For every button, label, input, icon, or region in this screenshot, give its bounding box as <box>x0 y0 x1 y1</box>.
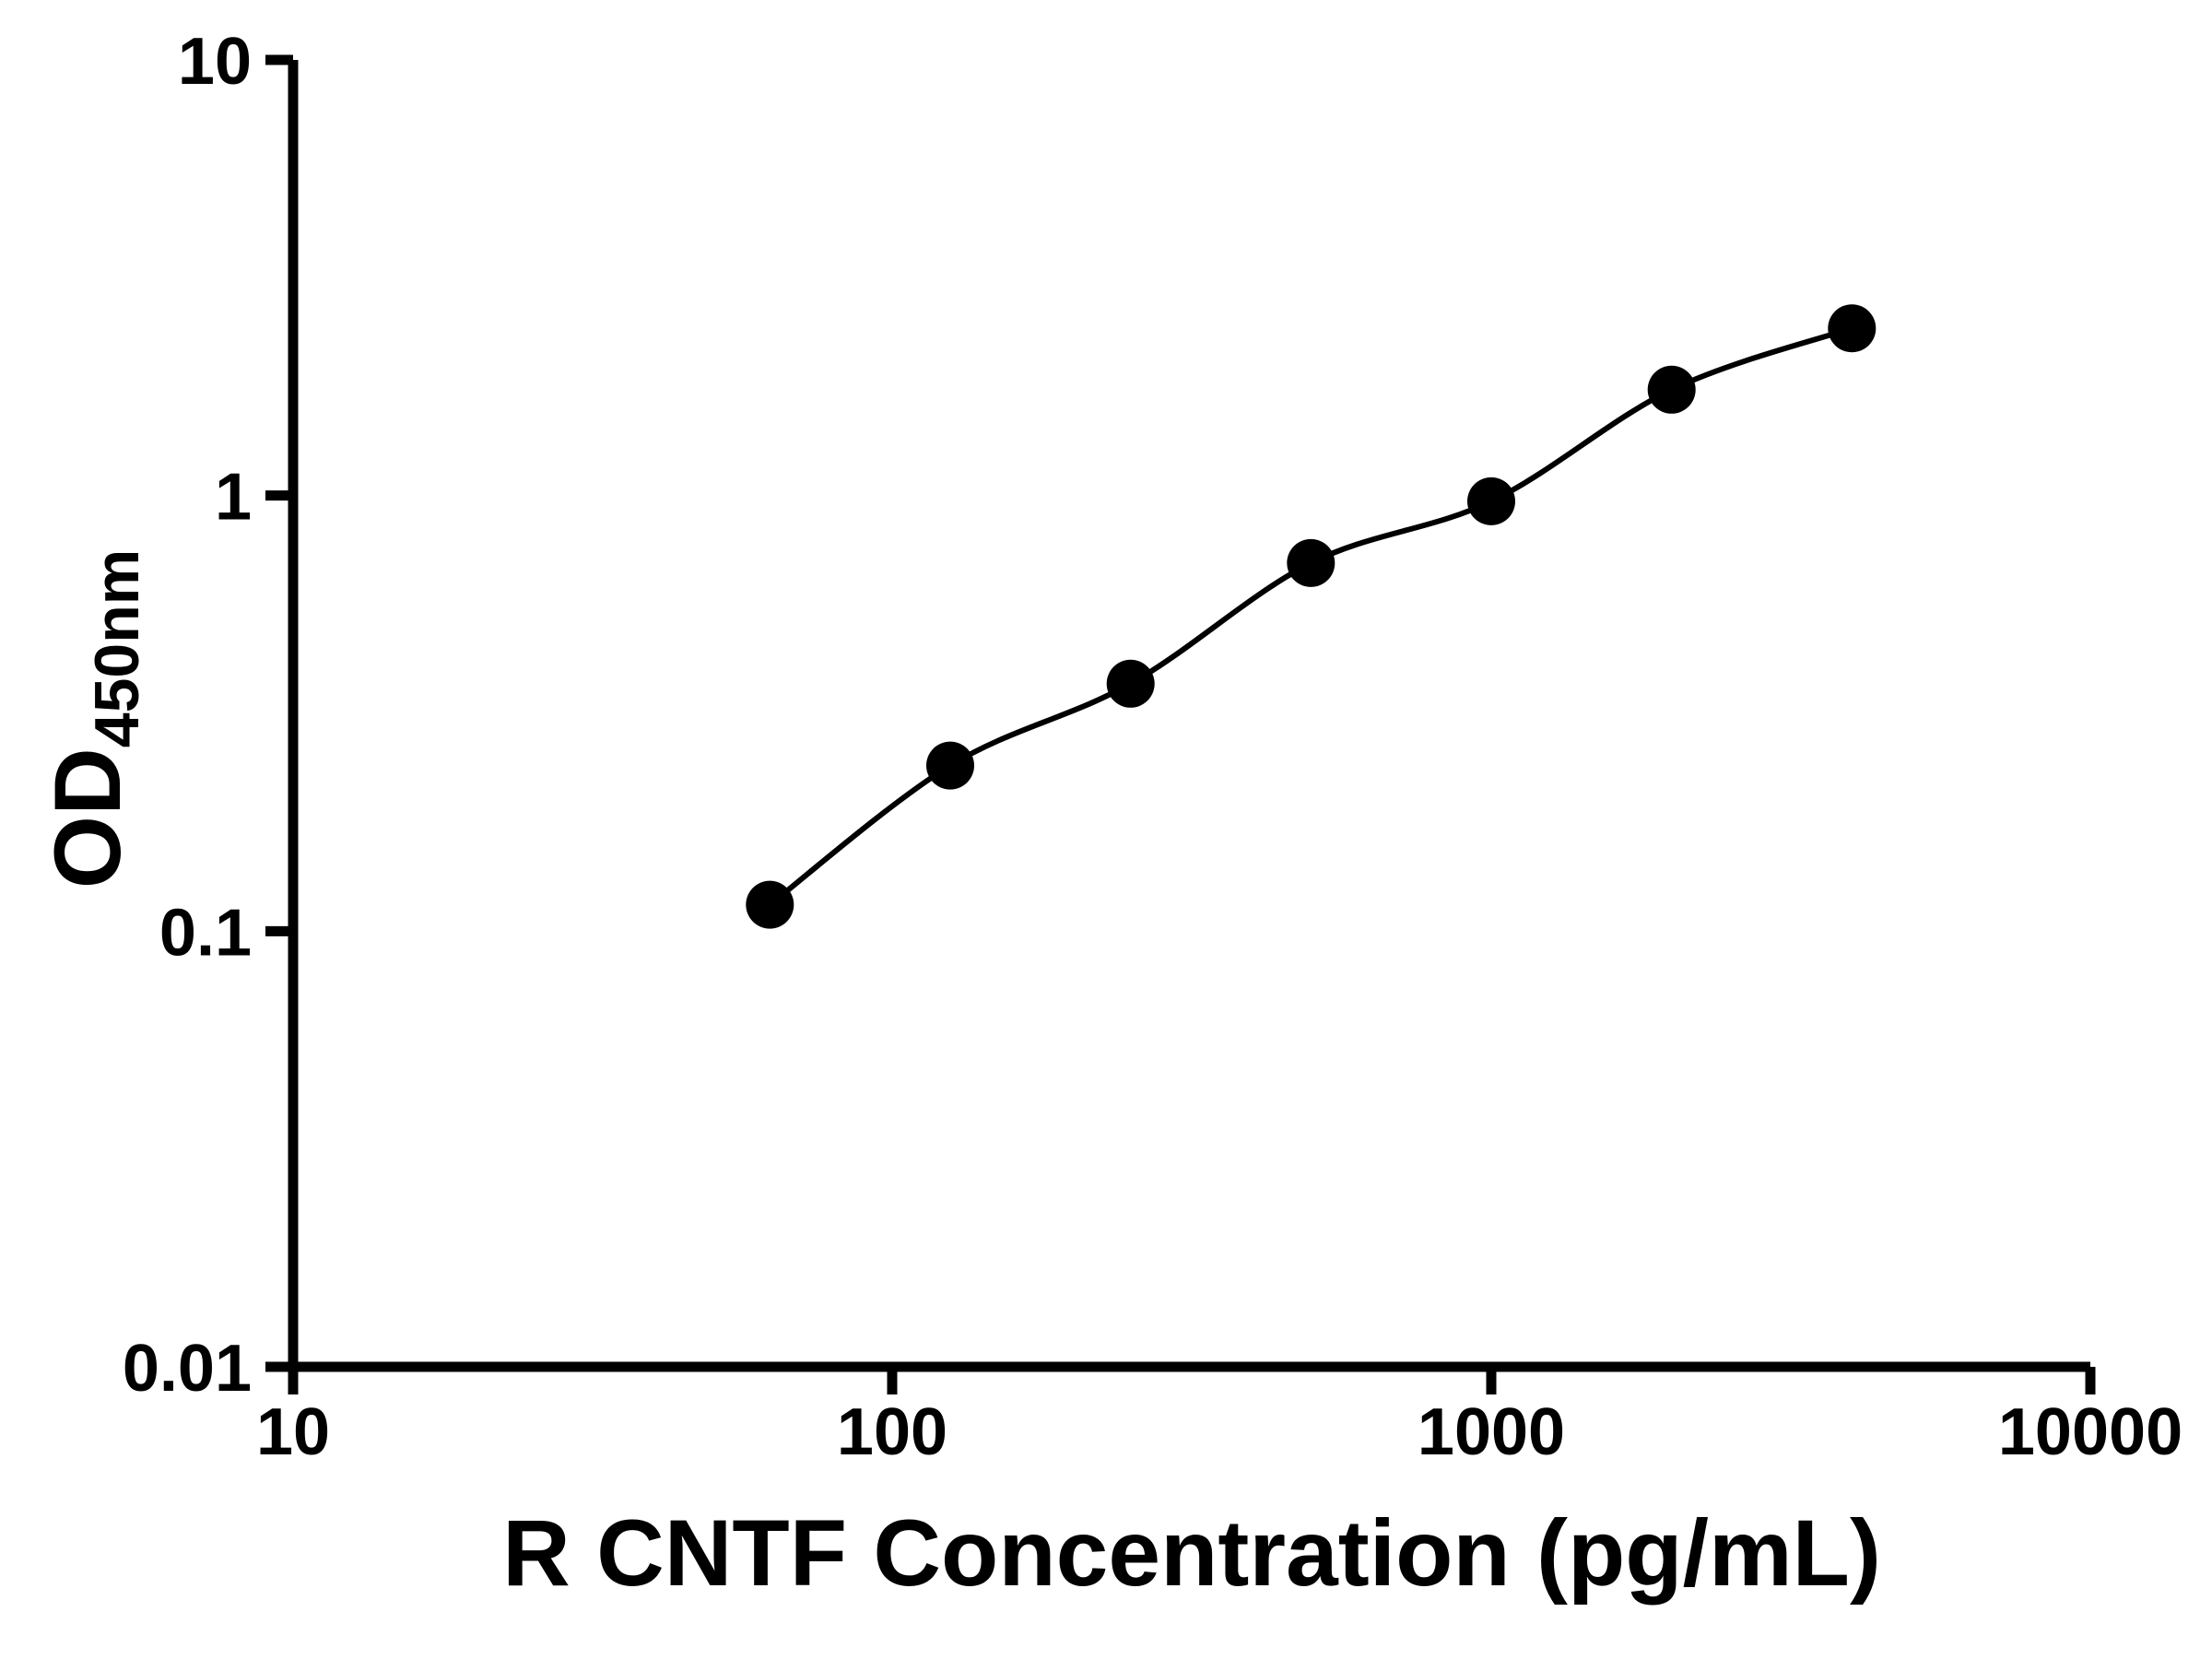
data-point <box>1828 304 1877 353</box>
x-tick-label: 10000 <box>1998 1395 2183 1469</box>
y-tick-label: 10 <box>178 25 252 99</box>
data-series <box>746 304 1877 929</box>
tick-marks <box>265 54 2096 1394</box>
data-point <box>1647 365 1696 414</box>
y-axis-title: OD450nm <box>35 549 152 888</box>
axes <box>288 60 2090 1372</box>
x-tick-label: 100 <box>837 1395 947 1469</box>
data-point <box>1106 659 1155 708</box>
y-tick-label: 0.01 <box>123 1332 252 1406</box>
y-axis-title-subscript: 450nm <box>82 549 152 747</box>
x-tick-label: 1000 <box>1418 1395 1565 1469</box>
tick-labels: 10 100 1000 10000 0.01 0.1 1 10 <box>123 25 2183 1469</box>
y-tick-label: 0.1 <box>159 896 252 970</box>
data-point <box>926 741 974 790</box>
x-tick-label: 10 <box>256 1395 330 1469</box>
y-tick-label: 1 <box>215 461 252 535</box>
data-point <box>746 880 794 929</box>
data-point <box>1287 538 1335 587</box>
y-axis-title-main: OD <box>35 747 140 888</box>
axis-spines <box>288 60 2090 1372</box>
fit-curve <box>768 325 1853 907</box>
x-axis-title: R CNTF Concentration (pg/mL) <box>502 1500 1881 1606</box>
data-point <box>1467 477 1515 525</box>
